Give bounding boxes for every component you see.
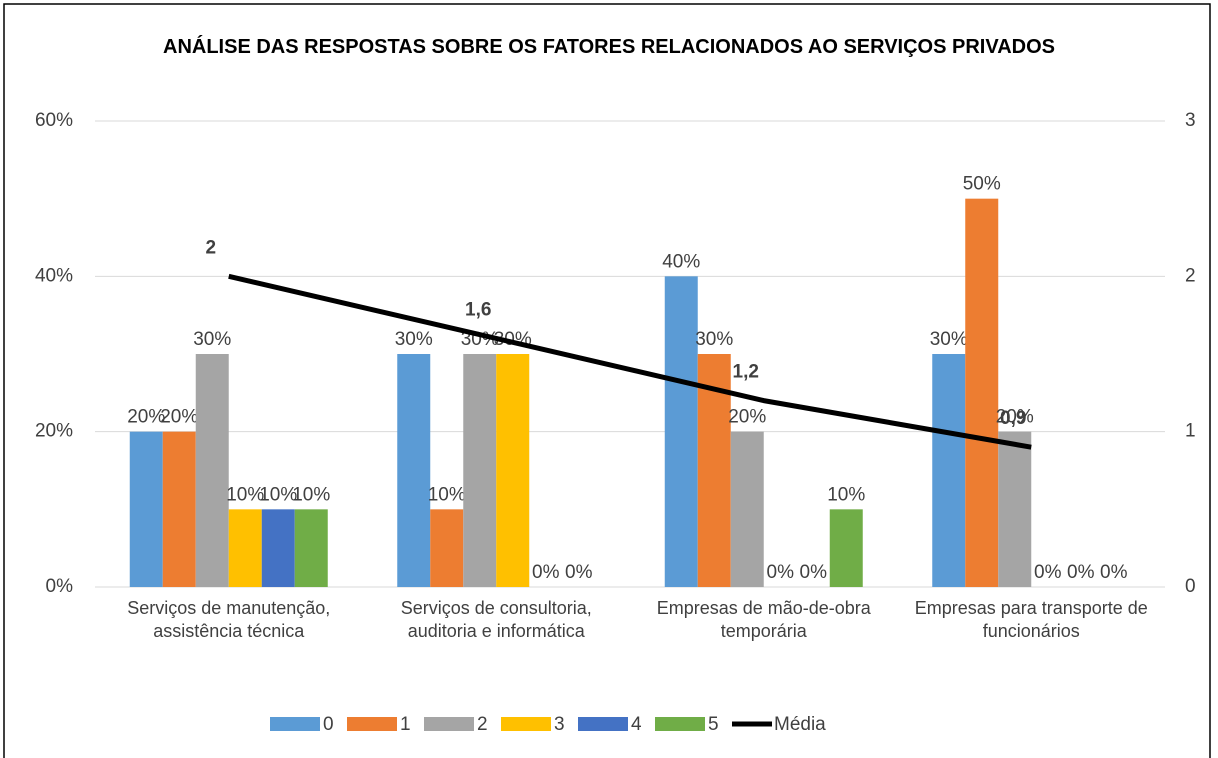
bar [397, 354, 431, 587]
bar [463, 354, 497, 587]
y-tick-label: 40% [35, 265, 73, 286]
data-label: 40% [662, 251, 700, 272]
bar [195, 354, 229, 587]
y2-tick-label: 2 [1185, 265, 1196, 286]
legend-label: 2 [477, 714, 488, 735]
line-label: 1,2 [733, 362, 759, 383]
bar [294, 509, 328, 587]
x-tick-label-box: Empresas para transporte de funcionários [914, 598, 1148, 641]
data-label: 30% [930, 329, 968, 350]
line-label: 2 [205, 237, 216, 258]
x-tick-label-box: Serviços de manutenção, assistência técn… [127, 598, 331, 641]
x-tick-label: Serviços de consultoria, auditoria e inf… [400, 598, 592, 641]
y-tick-label: 60% [35, 110, 73, 131]
data-label: 10% [827, 484, 865, 505]
data-label: 30% [395, 329, 433, 350]
legend-label: 3 [554, 714, 565, 735]
legend-swatch [501, 717, 551, 731]
bar [965, 198, 999, 587]
data-label: 50% [963, 174, 1001, 195]
bar [162, 431, 196, 587]
legend-swatch [270, 717, 320, 731]
bar [261, 509, 295, 587]
y2-tick-label: 0 [1185, 576, 1196, 597]
bar [730, 431, 764, 587]
data-label: 20% [996, 407, 1034, 428]
legend-label: 4 [631, 714, 642, 735]
data-label: 10% [259, 484, 297, 505]
chart-border [3, 3, 1211, 758]
legend-label: 1 [400, 714, 411, 735]
data-label: 20% [127, 407, 165, 428]
bar [496, 354, 530, 587]
data-label: 30% [695, 329, 733, 350]
x-tick-label: Empresas de mão-de-obra temporária [656, 598, 871, 641]
line-label: 0,9 [1000, 408, 1026, 429]
bar [430, 509, 464, 587]
data-label: 0% [565, 562, 593, 583]
bar [228, 509, 262, 587]
data-label: 10% [428, 484, 466, 505]
x-tick-label-box: Empresas de mão-de-obra temporária [656, 598, 871, 641]
data-label: 0% [800, 562, 828, 583]
line-label: 1,6 [465, 299, 491, 320]
data-label: 0% [767, 562, 795, 583]
y-tick-label: 0% [46, 576, 74, 597]
data-label: 30% [193, 329, 231, 350]
data-label: 0% [532, 562, 560, 583]
data-label: 0% [1067, 562, 1095, 583]
data-label: 0% [1034, 562, 1062, 583]
legend-swatch [578, 717, 628, 731]
x-tick-label: Empresas para transporte de funcionários [914, 598, 1148, 641]
legend-label: 5 [708, 714, 719, 735]
x-tick-label: Serviços de manutenção, assistência técn… [127, 598, 331, 641]
data-label: 0% [1100, 562, 1128, 583]
y2-tick-label: 3 [1185, 110, 1196, 131]
bar [129, 431, 163, 587]
legend-label: Média [774, 714, 826, 735]
bar [829, 509, 863, 587]
legend-swatch [424, 717, 474, 731]
data-label: 20% [728, 407, 766, 428]
legend-swatch [347, 717, 397, 731]
legend-swatch [655, 717, 705, 731]
bar [998, 431, 1032, 587]
data-label: 20% [160, 407, 198, 428]
y-tick-label: 20% [35, 421, 73, 442]
chart-title: ANÁLISE DAS RESPOSTAS SOBRE OS FATORES R… [163, 36, 1055, 58]
y2-tick-label: 1 [1185, 421, 1196, 442]
bar [932, 354, 966, 587]
bar [664, 276, 698, 587]
legend-label: 0 [323, 714, 334, 735]
line [228, 273, 1032, 450]
data-label: 10% [226, 484, 264, 505]
x-tick-label-box: Serviços de consultoria, auditoria e inf… [400, 598, 592, 641]
data-label: 10% [292, 484, 330, 505]
